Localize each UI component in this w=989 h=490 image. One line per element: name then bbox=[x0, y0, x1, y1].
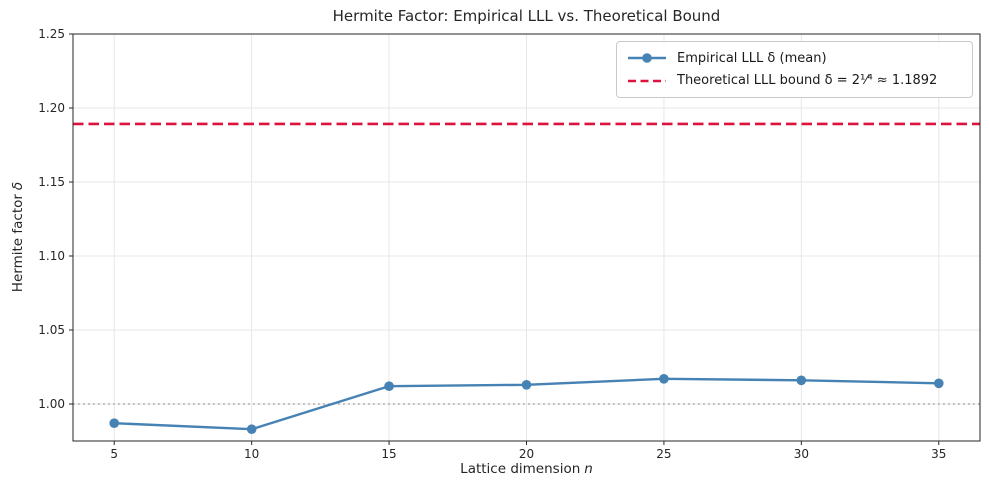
y-axis-label-text: Hermite factor bbox=[10, 194, 26, 293]
y-tick-label-1.05: 1.05 bbox=[38, 323, 65, 337]
x-axis-label-variable: n bbox=[584, 461, 593, 477]
x-tick-label-15: 15 bbox=[381, 447, 396, 461]
y-axis-label: Hermite factor δ bbox=[10, 182, 26, 292]
legend-item-empirical: Empirical LLL δ (mean) bbox=[627, 50, 964, 66]
legend-dashed-line-sample bbox=[628, 79, 666, 82]
data-point-n25 bbox=[659, 374, 669, 384]
y-axis-label-variable: δ bbox=[10, 181, 26, 191]
data-point-n15 bbox=[384, 381, 394, 392]
data-point-n20 bbox=[521, 380, 532, 390]
x-tick-label-35: 35 bbox=[931, 447, 946, 461]
y-tick-label-1.15: 1.15 bbox=[38, 175, 65, 189]
x-tick-label-25: 25 bbox=[656, 447, 671, 461]
legend-label-theoretical: Theoretical LLL bound δ = 2¹⁄⁴ ≈ 1.1892 bbox=[677, 73, 938, 89]
data-point-n35 bbox=[934, 378, 944, 389]
x-tick-label-10: 10 bbox=[244, 447, 259, 461]
legend-label-empirical: Empirical LLL δ (mean) bbox=[677, 50, 827, 66]
data-point-n30 bbox=[796, 375, 807, 386]
y-tick-label-1.00: 1.00 bbox=[38, 397, 65, 411]
data-point-n5 bbox=[109, 418, 119, 429]
x-tick-label-20: 20 bbox=[519, 447, 534, 461]
legend-line-marker-sample bbox=[628, 53, 666, 64]
x-tick-label-30: 30 bbox=[794, 447, 809, 461]
legend: Empirical LLL δ (mean) Theoretical LLL b… bbox=[616, 41, 973, 98]
y-tick-label-1.20: 1.20 bbox=[38, 101, 65, 115]
x-axis-label-text: Lattice dimension bbox=[460, 461, 581, 477]
y-tick-label-1.25: 1.25 bbox=[38, 27, 65, 41]
x-axis-label: Lattice dimension n bbox=[73, 461, 980, 477]
x-tick-label-5: 5 bbox=[110, 447, 118, 461]
legend-item-theoretical: Theoretical LLL bound δ = 2¹⁄⁴ ≈ 1.1892 bbox=[627, 73, 964, 89]
y-tick-label-1.10: 1.10 bbox=[38, 249, 65, 263]
chart-title: Hermite Factor: Empirical LLL vs. Theore… bbox=[332, 7, 721, 25]
data-point-n10 bbox=[246, 424, 257, 435]
